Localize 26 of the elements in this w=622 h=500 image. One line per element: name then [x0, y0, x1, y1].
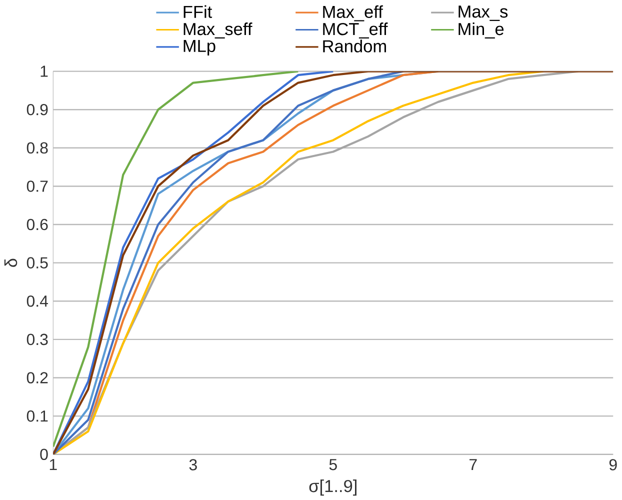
- y-tick-label: 0.9: [26, 104, 48, 116]
- legend-label: Max_eff: [323, 5, 383, 22]
- legend-label: MLp: [184, 40, 216, 56]
- x-tick-label: 7: [470, 459, 477, 470]
- legend-label: Min_e: [458, 22, 504, 38]
- x-axis-title: σ[1..9]: [309, 479, 356, 496]
- legend-label: Max_s: [458, 6, 508, 21]
- y-tick-label: 0.2: [26, 372, 48, 384]
- y-tick-label: 1: [40, 66, 48, 77]
- y-tick-label: 0.1: [26, 410, 48, 422]
- y-tick-label: 0.7: [26, 180, 48, 192]
- legend-label: MCT_eff: [323, 22, 388, 38]
- y-tick-label: 0.6: [26, 218, 48, 230]
- legend-label: FFit: [184, 5, 212, 18]
- x-tick-label: 5: [329, 459, 337, 470]
- legend-label: Random: [323, 40, 386, 52]
- y-axis-title: δ: [4, 258, 18, 267]
- x-tick-label: 9: [609, 459, 617, 470]
- x-tick-label: 3: [189, 459, 197, 470]
- legend-label: Max_seff: [184, 22, 252, 38]
- y-tick-label: 0.5: [26, 257, 48, 268]
- x-tick-label: 1: [50, 459, 57, 470]
- y-tick-label: 0.4: [26, 295, 48, 307]
- y-tick-label: 0.8: [26, 142, 48, 154]
- y-tick-label: 0.3: [26, 334, 48, 346]
- y-tick-label: 0: [40, 448, 48, 460]
